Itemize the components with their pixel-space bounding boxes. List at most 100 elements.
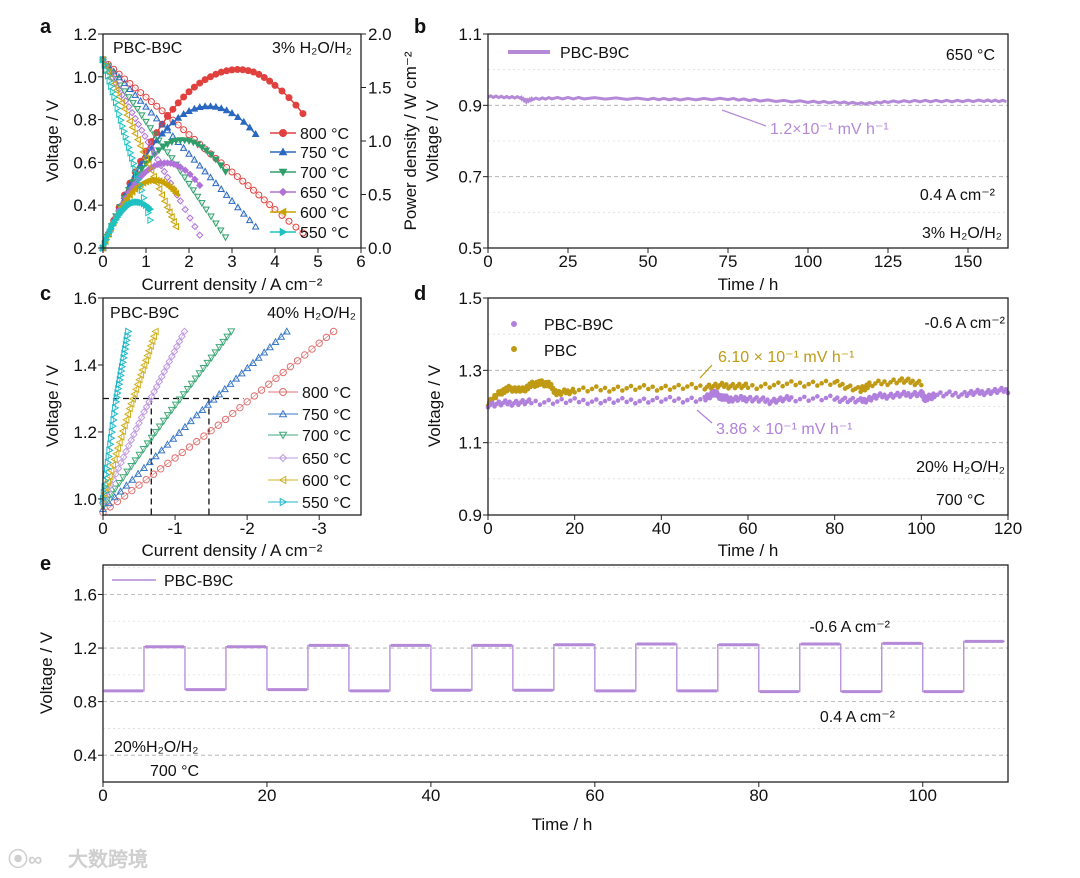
c-point-600: [118, 427, 127, 436]
d-ylabel: Voltage / V: [425, 364, 444, 447]
c-point-550: [100, 488, 109, 497]
c-point-750: [122, 481, 131, 489]
b-ytick-label: 1.1: [458, 25, 482, 44]
c-point-750: [163, 440, 172, 448]
d-point-pbc: [916, 378, 922, 384]
b-annotation-temp: 650 °C: [946, 47, 995, 64]
c-point-750: [226, 379, 235, 387]
c-point-550: [115, 384, 123, 393]
c-point-550: [124, 331, 132, 340]
d-point-pbc: [797, 380, 803, 386]
c-point-800: [265, 380, 273, 388]
b-annotation-current: 0.4 A cm⁻²: [920, 187, 996, 204]
a-voltage-point-600: [139, 148, 147, 156]
a-power-point-800: [196, 79, 204, 87]
d-point-pbc-b9c: [771, 396, 777, 402]
a-voltage-point-550: [119, 122, 127, 130]
a-voltage-point-750: [217, 185, 226, 193]
c-point-650: [157, 372, 166, 381]
c-xtick-label: -1: [168, 519, 183, 538]
a-voltage-point-750: [179, 143, 188, 151]
a-voltage-point-600: [169, 217, 177, 226]
a-voltage-point-650: [176, 197, 185, 205]
e-annotation-current-ec: -0.6 A cm⁻²: [810, 619, 891, 636]
d-point-pbc-b9c: [581, 397, 586, 403]
e-ytick-label: 1.6: [73, 585, 97, 604]
c-point-650: [162, 362, 171, 371]
c-point-750: [169, 434, 178, 442]
d-point-pbc-b9c: [999, 385, 1004, 391]
c-point-800: [207, 426, 215, 435]
e-legend-label: PBC-B9C: [164, 573, 233, 590]
a-power-point-750: [195, 103, 204, 111]
c-point-650: [165, 357, 174, 366]
a-voltage-point-550: [135, 175, 143, 184]
d-point-pbc: [641, 382, 647, 388]
d-point-pbc: [581, 385, 586, 390]
c-point-800: [164, 459, 172, 468]
c-ytick-label: 1.4: [73, 356, 97, 375]
a-voltage-point-800: [137, 89, 145, 97]
c-point-700: [167, 406, 176, 415]
c-point-700: [203, 359, 212, 368]
c-legend-marker-750: [278, 409, 288, 418]
d-point-pbc: [806, 381, 811, 387]
c-point-800: [236, 403, 244, 412]
c-point-650: [178, 332, 186, 341]
a-voltage-point-750: [147, 108, 156, 116]
c-point-600: [130, 390, 138, 399]
c-point-700: [159, 417, 168, 426]
d-point-pbc: [867, 380, 872, 385]
d-point-pbc-b9c: [598, 400, 603, 406]
d-annotation-rate-pbc: 6.10 × 10⁻¹ mV h⁻¹: [718, 349, 855, 366]
a-power-point-800: [278, 87, 286, 95]
c-point-700: [195, 370, 204, 378]
c-legend-label-800: 800 °C: [302, 385, 351, 402]
a-voltage-point-800: [233, 173, 241, 181]
d-point-pbc-b9c: [877, 391, 883, 396]
c-point-650: [129, 430, 138, 439]
c-point-700: [123, 468, 132, 476]
d-point-pbc: [585, 389, 590, 394]
e-xtick-label: 40: [421, 786, 440, 805]
c-point-650: [127, 436, 136, 445]
a-voltage-point-550: [127, 148, 135, 157]
d-point-pbc-b9c: [986, 387, 991, 393]
d-point-pbc: [899, 376, 905, 381]
c-point-650: [119, 453, 128, 461]
c-point-550: [122, 340, 131, 349]
c-point-550: [110, 415, 118, 425]
c-point-600: [135, 375, 143, 384]
a-voltage-point-700: [146, 125, 155, 133]
d-point-pbc-b9c: [784, 394, 790, 399]
d-point-pbc-b9c: [754, 395, 759, 400]
d-point-pbc: [789, 379, 794, 384]
d-point-pbc-b9c: [572, 396, 577, 401]
c-point-700: [207, 354, 216, 362]
d-point-pbc-b9c: [938, 390, 943, 395]
d-xtick-label: 20: [565, 519, 584, 538]
d-point-pbc-b9c: [507, 399, 512, 405]
b-ytick-label: 0.5: [458, 239, 482, 258]
d-point-pbc: [724, 382, 729, 387]
a-voltage-point-700: [198, 200, 206, 208]
d-point-pbc-b9c: [654, 395, 660, 401]
a-voltage-point-800: [185, 131, 193, 139]
d-point-pbc-b9c: [520, 397, 525, 403]
c-point-750: [180, 422, 190, 430]
c-point-550: [113, 393, 121, 402]
a-annotation-material: PBC-B9C: [113, 40, 182, 57]
a-voltage-point-550: [113, 98, 120, 107]
a-voltage-point-700: [150, 131, 159, 139]
a-voltage-point-650: [131, 114, 139, 123]
d-point-pbc-b9c: [806, 398, 811, 404]
d-ytick-label: 0.9: [458, 506, 482, 525]
a-voltage-point-600: [120, 105, 128, 113]
a-voltage-point-800: [142, 93, 150, 101]
c-point-700: [119, 474, 128, 482]
b-series-line-pbc-b9c: [487, 94, 1007, 106]
c-point-550: [115, 380, 124, 389]
d-point-pbc: [888, 380, 893, 385]
a-y2label: Power density / W cm⁻²: [401, 51, 420, 230]
d-point-pbc: [743, 381, 749, 387]
